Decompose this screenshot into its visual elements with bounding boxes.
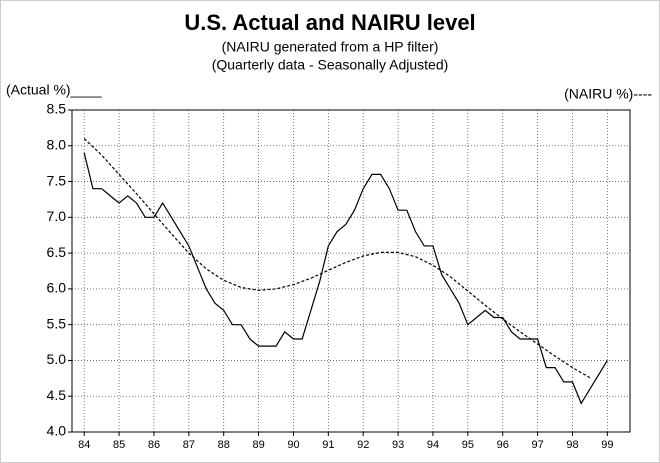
y-tick-label: 5.0 — [47, 351, 67, 367]
x-tick-label: 90 — [287, 439, 299, 451]
x-tick-label: 86 — [148, 439, 160, 451]
chart-title: U.S. Actual and NAIRU level — [184, 10, 475, 35]
y-tick-label: 4.5 — [47, 387, 67, 403]
x-tick-label: 99 — [601, 439, 613, 451]
y-axis-label: (Actual %)____ — [6, 82, 102, 98]
subtitle: (Quarterly data - Seasonally Adjusted) — [212, 57, 449, 73]
x-tick-label: 92 — [357, 439, 369, 451]
y-tick-label: 6.5 — [47, 244, 67, 260]
line-series — [83, 152, 608, 405]
x-tick-label: 95 — [462, 439, 474, 451]
x-tick-label: 84 — [78, 439, 90, 451]
x-tick-label: 98 — [566, 439, 578, 451]
y-tick-label: 8.5 — [47, 101, 67, 117]
y-tick-label: 5.5 — [47, 315, 67, 331]
subtitle: (NAIRU generated from a HP filter) — [222, 39, 439, 55]
x-tick-label: 93 — [392, 439, 404, 451]
y-axis-label: (NAIRU %)---- — [564, 86, 652, 102]
y-tick-label: 7.5 — [47, 172, 67, 188]
x-tick-label: 96 — [497, 439, 509, 451]
plot-area — [71, 109, 631, 433]
x-tick-label: 87 — [183, 439, 195, 451]
x-tick-label: 85 — [113, 439, 125, 451]
x-tick-label: 94 — [427, 439, 439, 451]
x-tick-label: 97 — [531, 439, 543, 451]
x-tick-label: 88 — [218, 439, 230, 451]
y-tick-label: 7.0 — [47, 208, 67, 224]
x-tick-label: 91 — [322, 439, 334, 451]
y-tick-label: 6.0 — [47, 280, 67, 296]
y-tick-label: 8.0 — [47, 136, 67, 152]
line-series — [83, 138, 591, 379]
x-tick-label: 89 — [252, 439, 264, 451]
y-tick-label: 4.0 — [47, 423, 67, 439]
